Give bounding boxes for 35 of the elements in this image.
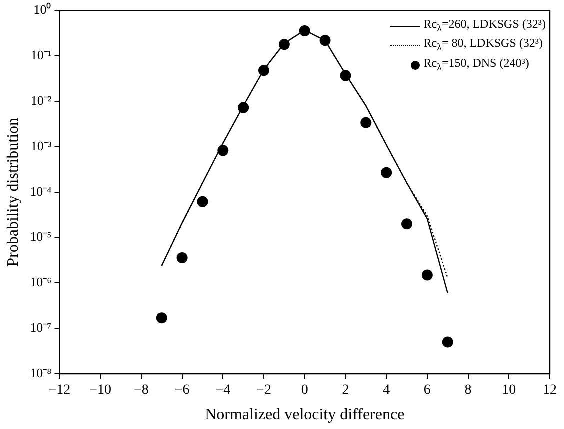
x-tick-label: −4 [216,383,231,398]
point [156,312,168,324]
point [402,218,413,230]
x-tick-label: −12 [48,383,71,398]
x-tick-label: 8 [464,383,472,398]
x-tick-label: −6 [174,383,190,398]
point [360,117,372,128]
y-tick-label: 10⁻⁶ [30,274,52,290]
x-tick-label: 2 [342,383,350,398]
point [422,270,433,281]
y-tick-label: 10⁻⁵ [30,229,52,244]
y-tick-label: 10⁻¹ [30,48,52,63]
x-tick-label: −8 [134,383,149,398]
y-tick-label: 10⁻⁴ [30,184,52,199]
x-tick-label: 0 [301,383,308,398]
x-tick-label: 4 [383,383,390,398]
x-tick-label: −2 [256,383,272,398]
y-axis-title: Probability distribution [4,118,22,267]
x-axis-title: Normalized velocity difference [205,406,405,424]
point [197,196,208,208]
y-tick-label: 10⁻⁷ [30,320,52,336]
x-tick-label: 10 [502,383,516,398]
point [381,167,392,178]
legend-label: Rc$_{λ}$=150, DNS (240³) [424,56,530,75]
legend-label: Rc$_{λ}$= 80, LDKSGS (32³) [424,36,543,56]
point [176,252,188,264]
legend-label: Rc$_{λ}$=260, LDKSGS (32³) [424,16,546,36]
x-tick-label: 12 [543,383,557,398]
x-tick-label: −10 [90,383,112,398]
y-tick-label: 10⁻³ [30,138,52,154]
x-tick-label: 6 [424,383,431,398]
y-tick-label: 10⁻⁸ [30,365,52,380]
y-tick-label: 10⁻² [30,93,52,108]
point [442,336,454,348]
y-tick-label: 10⁰ [34,2,52,18]
